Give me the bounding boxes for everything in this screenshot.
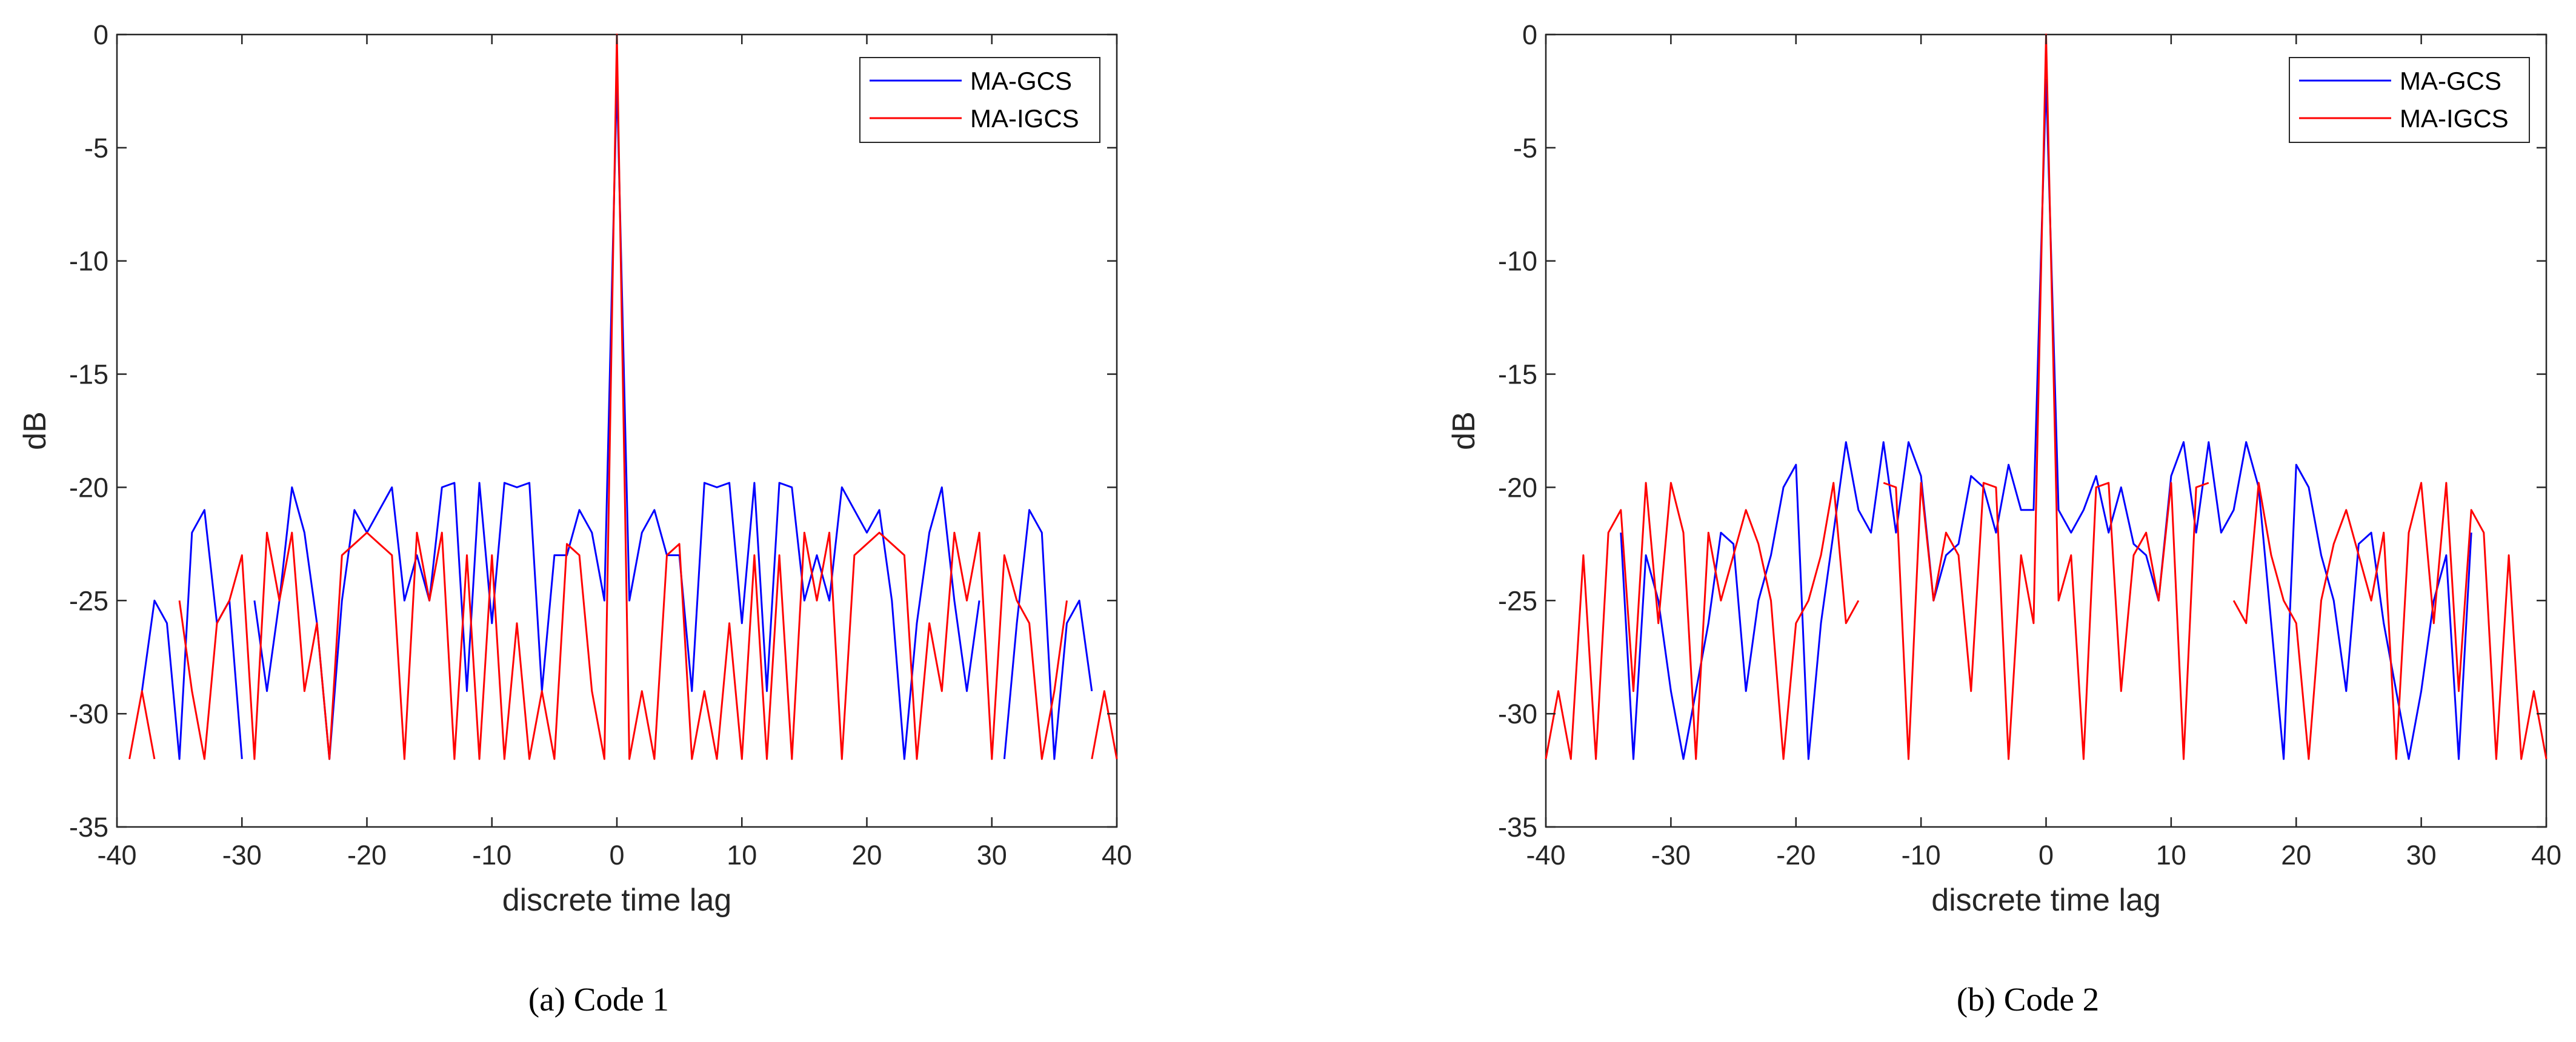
chart-panel-code-2: -40 -30 -20 -10 0 10 20 30 40 0 -5 -10 -15 -20 -25 -30 -… bbox=[1446, 19, 2561, 1018]
x-tick-label: 30 bbox=[2406, 840, 2437, 871]
legend: MA-GCS MA-IGCS bbox=[859, 57, 1100, 143]
y-tick-label: -5 bbox=[1513, 133, 1537, 164]
plot-area bbox=[116, 33, 1118, 828]
legend-label-ma-gcs: MA-GCS bbox=[970, 67, 1072, 95]
legend-box bbox=[859, 57, 1100, 143]
series-line-ma-gcs bbox=[1620, 79, 2472, 760]
panel-caption: (b) Code 2 bbox=[1957, 981, 2099, 1018]
y-tick-label: -5 bbox=[84, 133, 108, 164]
y-tick-label: -35 bbox=[69, 812, 108, 843]
x-tick-label: 40 bbox=[1102, 840, 1132, 871]
plot-area bbox=[1545, 33, 2548, 828]
x-axis-label: discrete time lag bbox=[502, 883, 732, 918]
x-tick-label: -10 bbox=[1902, 840, 1941, 871]
y-tick-label: 0 bbox=[1522, 19, 1537, 50]
x-tick-label: 30 bbox=[977, 840, 1007, 871]
x-tick-label: 10 bbox=[2156, 840, 2186, 871]
x-tick-label: -40 bbox=[1526, 840, 1565, 871]
y-tick-label: 0 bbox=[93, 19, 108, 50]
x-tick-label: 40 bbox=[2531, 840, 2561, 871]
y-tick-label: -25 bbox=[69, 585, 108, 616]
y-tick-label: -15 bbox=[69, 359, 108, 390]
y-axis-label: dB bbox=[18, 411, 53, 450]
y-tick-label: -20 bbox=[1498, 472, 1537, 503]
series-line-ma-igcs bbox=[128, 33, 1118, 760]
y-tick-label: -25 bbox=[1498, 585, 1537, 616]
y-tick-label: -10 bbox=[1498, 246, 1537, 277]
x-tick-label: 0 bbox=[2039, 840, 2054, 871]
legend-label-ma-igcs: MA-IGCS bbox=[2400, 104, 2509, 133]
chart-panel-code-1: -40 -30 -20 -10 0 10 20 30 40 0 -5 -10 -15 -20 -25 -30 -… bbox=[18, 19, 1132, 1018]
x-tick-label: 20 bbox=[2281, 840, 2311, 871]
y-tick-label: -10 bbox=[69, 246, 108, 277]
x-tick-label: -20 bbox=[1776, 840, 1816, 871]
legend-label-ma-gcs: MA-GCS bbox=[2400, 67, 2501, 95]
x-tick-label: -30 bbox=[1651, 840, 1691, 871]
x-tick-label: -40 bbox=[97, 840, 136, 871]
y-tick-label: -30 bbox=[69, 699, 108, 729]
x-tick-label: -20 bbox=[347, 840, 387, 871]
x-tick-label: 0 bbox=[609, 840, 624, 871]
x-tick-label: -30 bbox=[222, 840, 262, 871]
y-tick-label: -30 bbox=[1498, 699, 1537, 729]
panel-caption: (a) Code 1 bbox=[528, 981, 669, 1018]
x-tick-label: -10 bbox=[472, 840, 511, 871]
x-axis-label: discrete time lag bbox=[1931, 883, 2161, 918]
legend-box bbox=[2289, 57, 2530, 143]
legend: MA-GCS MA-IGCS bbox=[2289, 57, 2530, 143]
x-tick-label: 10 bbox=[727, 840, 757, 871]
y-axis-label: dB bbox=[1446, 411, 1482, 450]
y-tick-label: -20 bbox=[69, 472, 108, 503]
legend-label-ma-igcs: MA-IGCS bbox=[970, 104, 1079, 133]
y-tick-label: -35 bbox=[1498, 812, 1537, 843]
x-tick-label: 20 bbox=[851, 840, 882, 871]
y-tick-label: -15 bbox=[1498, 359, 1537, 390]
